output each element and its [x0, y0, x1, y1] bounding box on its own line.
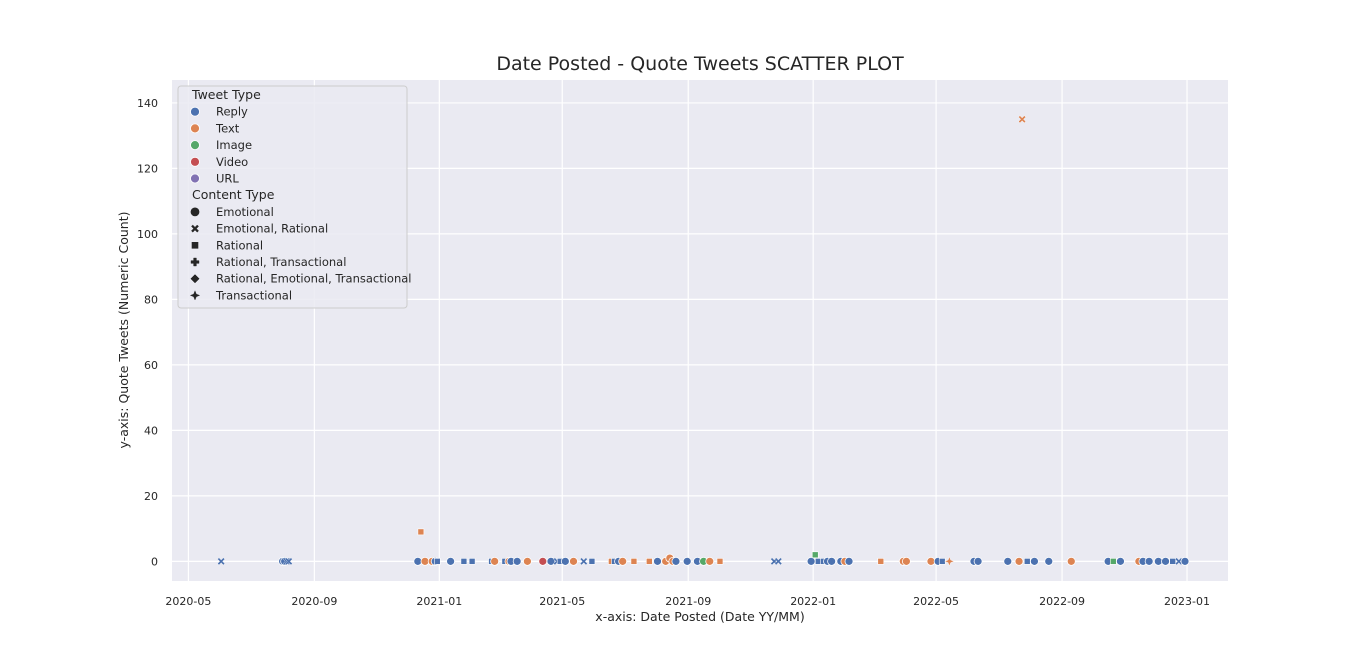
- legend-marker-diamond: [190, 274, 200, 284]
- y-tick-label: 80: [144, 293, 158, 306]
- y-tick-label: 20: [144, 490, 158, 503]
- data-point: [671, 556, 681, 566]
- data-point: [1116, 556, 1125, 566]
- legend-hue-title: Tweet Type: [191, 87, 261, 102]
- x-tick-label: 2023-01: [1164, 595, 1210, 608]
- data-point: [1144, 556, 1154, 566]
- data-point: [806, 556, 816, 566]
- data-point: [284, 557, 293, 566]
- legend-label: Emotional: [216, 205, 274, 219]
- legend-marker-video: [190, 156, 200, 167]
- data-point: [546, 556, 556, 566]
- x-tick-label: 2022-09: [1039, 595, 1085, 608]
- y-tick-label: 120: [137, 162, 158, 175]
- legend-marker-x: [191, 224, 199, 233]
- y-tick-label: 60: [144, 359, 158, 372]
- data-point: [460, 558, 468, 565]
- legend-label: Reply: [216, 105, 248, 119]
- legend-marker-image: [190, 140, 200, 151]
- y-tick-label: 100: [137, 228, 158, 241]
- legend-marker-star: [189, 290, 201, 301]
- data-point: [1030, 556, 1039, 566]
- data-point: [774, 557, 783, 566]
- data-point: [827, 556, 837, 566]
- data-point: [705, 556, 715, 566]
- legend: Tweet Type Reply Text Image Video URLContent …: [177, 85, 411, 309]
- data-point: [1169, 558, 1176, 565]
- legend-marker-plus: [190, 257, 200, 267]
- y-tick-label: 140: [137, 97, 158, 110]
- x-tick-label: 2020-05: [165, 595, 211, 608]
- legend-label: Emotional, Rational: [216, 222, 328, 236]
- x-tick-label: 2021-09: [665, 595, 711, 608]
- data-point: [512, 556, 522, 566]
- data-point: [1044, 556, 1054, 566]
- data-point: [433, 558, 441, 565]
- x-tick-label: 2022-05: [913, 595, 959, 608]
- data-point: [877, 558, 885, 565]
- chart-title: Date Posted - Quote Tweets SCATTER PLOT: [496, 53, 904, 75]
- data-point: [844, 556, 854, 566]
- legend-label: Rational, Emotional, Transactional: [216, 272, 411, 286]
- data-point: [1014, 556, 1024, 566]
- data-point: [490, 556, 500, 566]
- x-tick-label: 2020-09: [291, 595, 337, 608]
- data-point: [1161, 556, 1170, 566]
- y-tick-label: 0: [151, 555, 158, 568]
- data-point: [588, 558, 596, 565]
- legend-label: Text: [215, 121, 240, 135]
- legend-label: Video: [216, 155, 248, 169]
- data-point: [682, 556, 692, 566]
- legend-label: Rational, Transactional: [216, 255, 346, 269]
- legend-marker-square: [191, 242, 199, 249]
- data-point: [618, 556, 628, 566]
- x-tick-label: 2021-05: [539, 595, 585, 608]
- x-axis-label: x-axis: Date Posted (Date YY/MM): [595, 609, 804, 624]
- y-tick-labels: 0 20 40 60 80 100 120 140: [137, 97, 158, 568]
- data-point: [217, 557, 226, 566]
- data-point: [560, 556, 570, 566]
- data-point: [811, 551, 819, 559]
- data-point: [716, 558, 724, 565]
- data-point: [645, 558, 653, 565]
- x-tick-label: 2022-01: [790, 595, 836, 608]
- data-point: [1109, 558, 1117, 565]
- data-point: [1180, 556, 1190, 566]
- data-point: [446, 556, 455, 566]
- data-point: [630, 558, 638, 565]
- data-point: [973, 556, 983, 566]
- data-point: [579, 557, 588, 566]
- data-point: [1023, 558, 1031, 565]
- data-point: [1066, 556, 1076, 566]
- data-point: [653, 556, 662, 566]
- legend-label: Transactional: [215, 288, 292, 302]
- data-point: [523, 556, 532, 566]
- data-point: [468, 558, 476, 565]
- data-point: [417, 528, 425, 536]
- legend-marker-reply: [190, 106, 200, 117]
- data-point: [944, 556, 955, 567]
- y-axis-label: y-axis: Quote Tweets (Numeric Count): [116, 212, 131, 449]
- legend-label: Rational: [216, 238, 263, 252]
- legend-marker-url: [190, 173, 200, 184]
- data-point: [1018, 115, 1027, 124]
- legend-style-title: Content Type: [192, 187, 275, 202]
- data-point: [1003, 556, 1013, 566]
- data-point: [538, 556, 548, 566]
- x-tick-label: 2021-01: [416, 595, 462, 608]
- legend-marker-circle: [190, 207, 200, 217]
- data-point: [569, 556, 578, 566]
- y-tick-label: 40: [144, 424, 158, 437]
- data-points: [217, 115, 1190, 567]
- legend-label: Image: [216, 138, 252, 152]
- x-tick-labels: 2020-05 2020-09 2021-01 2021-05 2021-09 2022-…: [165, 595, 1210, 608]
- legend-marker-text: [190, 123, 200, 134]
- data-point: [901, 556, 911, 566]
- legend-label: URL: [216, 172, 239, 186]
- legend-box: [177, 85, 408, 309]
